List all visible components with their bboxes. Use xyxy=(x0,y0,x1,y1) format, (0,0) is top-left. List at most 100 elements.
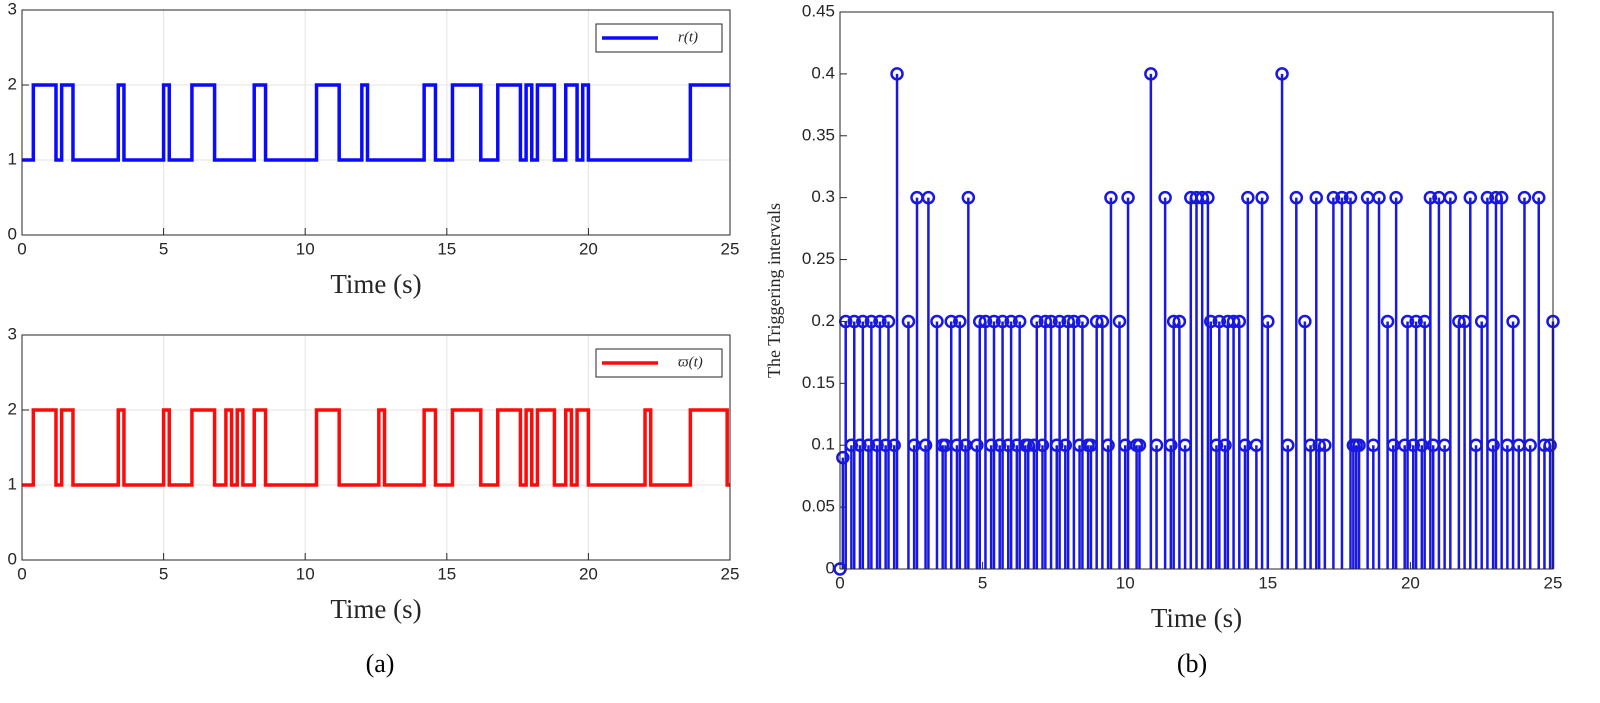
stem-marker xyxy=(930,314,944,329)
y-tick-label: 0.4 xyxy=(811,63,835,82)
y-tick-label: 3 xyxy=(8,0,17,18)
subcaption: (b) xyxy=(1177,649,1207,678)
stem-marker xyxy=(1409,314,1423,329)
x-tick-label: 15 xyxy=(437,564,456,583)
stem-marker xyxy=(1050,438,1064,452)
y-tick-label: 0.1 xyxy=(811,435,835,454)
stem-marker xyxy=(1209,438,1224,452)
stem-marker xyxy=(1423,190,1438,205)
step-line xyxy=(22,408,730,487)
stem-marker xyxy=(1523,438,1537,452)
stem-marker xyxy=(984,438,998,452)
x-tick-label: 5 xyxy=(159,564,168,583)
stem-marker xyxy=(1104,190,1118,205)
stem-marker xyxy=(1506,314,1520,329)
stem-marker xyxy=(1201,190,1215,205)
stem-marker xyxy=(978,314,993,329)
x-tick-label: 0 xyxy=(835,573,844,592)
y-tick-label: 1 xyxy=(8,474,17,493)
x-tick-label: 0 xyxy=(17,239,26,258)
y-tick-label: 0.45 xyxy=(802,1,835,20)
y-tick-label: 0 xyxy=(8,549,17,568)
stem-marker xyxy=(1027,438,1041,452)
stem-marker xyxy=(1372,190,1386,205)
stem-marker xyxy=(1075,314,1090,329)
stem-marker xyxy=(950,438,964,452)
stem-marker xyxy=(1035,438,1050,452)
stem-marker xyxy=(992,438,1007,452)
y-tick-label: 0.15 xyxy=(802,373,835,392)
stem-marker xyxy=(1494,190,1509,205)
stem-marker xyxy=(1058,438,1073,452)
stem-marker xyxy=(1067,314,1081,329)
stem-marker xyxy=(1144,67,1158,81)
stem-marker xyxy=(1101,438,1115,452)
stem-marker xyxy=(1232,314,1247,329)
y-tick-label: 2 xyxy=(8,399,17,418)
x-axis-label: Time (s) xyxy=(330,269,421,299)
step-line xyxy=(22,83,730,162)
stem-marker xyxy=(1343,190,1358,205)
stem-marker xyxy=(1241,190,1255,205)
x-tick-label: 25 xyxy=(721,564,740,583)
stem-marker xyxy=(1255,190,1269,205)
stem-marker xyxy=(1326,190,1341,205)
stem-marker xyxy=(1004,314,1018,329)
stem-marker xyxy=(953,314,967,329)
x-tick-label: 10 xyxy=(296,564,315,583)
stem-marker xyxy=(864,314,879,329)
stem-marker xyxy=(944,314,958,329)
x-tick-label: 5 xyxy=(159,239,168,258)
stem-marker xyxy=(1204,314,1218,329)
y-tick-label: 0.35 xyxy=(802,125,835,144)
stem-marker xyxy=(1164,438,1178,452)
stem-marker xyxy=(836,450,850,465)
stem-marker xyxy=(1052,314,1067,329)
stem-marker xyxy=(1121,190,1135,205)
stem-marker xyxy=(1352,438,1366,452)
stem-marker xyxy=(1275,67,1289,81)
y-tick-label: 0.25 xyxy=(802,249,835,268)
stem-marker xyxy=(847,314,862,329)
stem-marker xyxy=(887,438,901,452)
stem-marker xyxy=(844,438,859,452)
stem-marker xyxy=(853,438,867,452)
subcaption: (a) xyxy=(366,649,395,678)
axes-box xyxy=(21,334,731,561)
x-tick-label: 10 xyxy=(296,239,315,258)
stem-marker xyxy=(878,438,893,452)
y-tick-label: 1 xyxy=(8,149,17,168)
stem-marker xyxy=(1172,314,1187,329)
legend-label: r(t) xyxy=(678,29,698,45)
stem-marker xyxy=(1543,438,1557,452)
x-axis-label: Time (s) xyxy=(330,594,421,624)
legend-label: ϖ(t) xyxy=(678,354,703,370)
stem-marker xyxy=(1335,190,1349,205)
stem-marker xyxy=(1380,314,1395,329)
stem-marker xyxy=(1218,438,1232,452)
stem-marker xyxy=(970,438,984,452)
stem-marker xyxy=(1531,190,1546,205)
x-tick-label: 20 xyxy=(579,564,598,583)
x-tick-label: 10 xyxy=(1116,573,1135,592)
stem-marker xyxy=(987,314,1001,329)
x-axis-label: Time (s) xyxy=(1151,603,1242,633)
x-tick-label: 0 xyxy=(17,564,26,583)
axes-box xyxy=(839,11,1554,570)
stem-marker xyxy=(918,438,933,452)
y-tick-label: 0 xyxy=(8,224,17,243)
stem-marker xyxy=(1318,438,1332,452)
stem-marker xyxy=(1012,314,1027,329)
stem-marker xyxy=(873,314,887,329)
stem-marker xyxy=(856,314,870,329)
x-tick-label: 25 xyxy=(1544,573,1563,592)
stem-marker xyxy=(1261,314,1275,329)
x-tick-label: 5 xyxy=(978,573,987,592)
stem-marker xyxy=(1095,314,1110,329)
stem-marker xyxy=(1281,438,1295,452)
stem-marker xyxy=(1289,190,1304,205)
stem-marker xyxy=(1400,314,1415,329)
stem-marker xyxy=(961,190,976,205)
stem-marker xyxy=(1397,438,1412,452)
y-tick-label: 0.3 xyxy=(811,187,835,206)
